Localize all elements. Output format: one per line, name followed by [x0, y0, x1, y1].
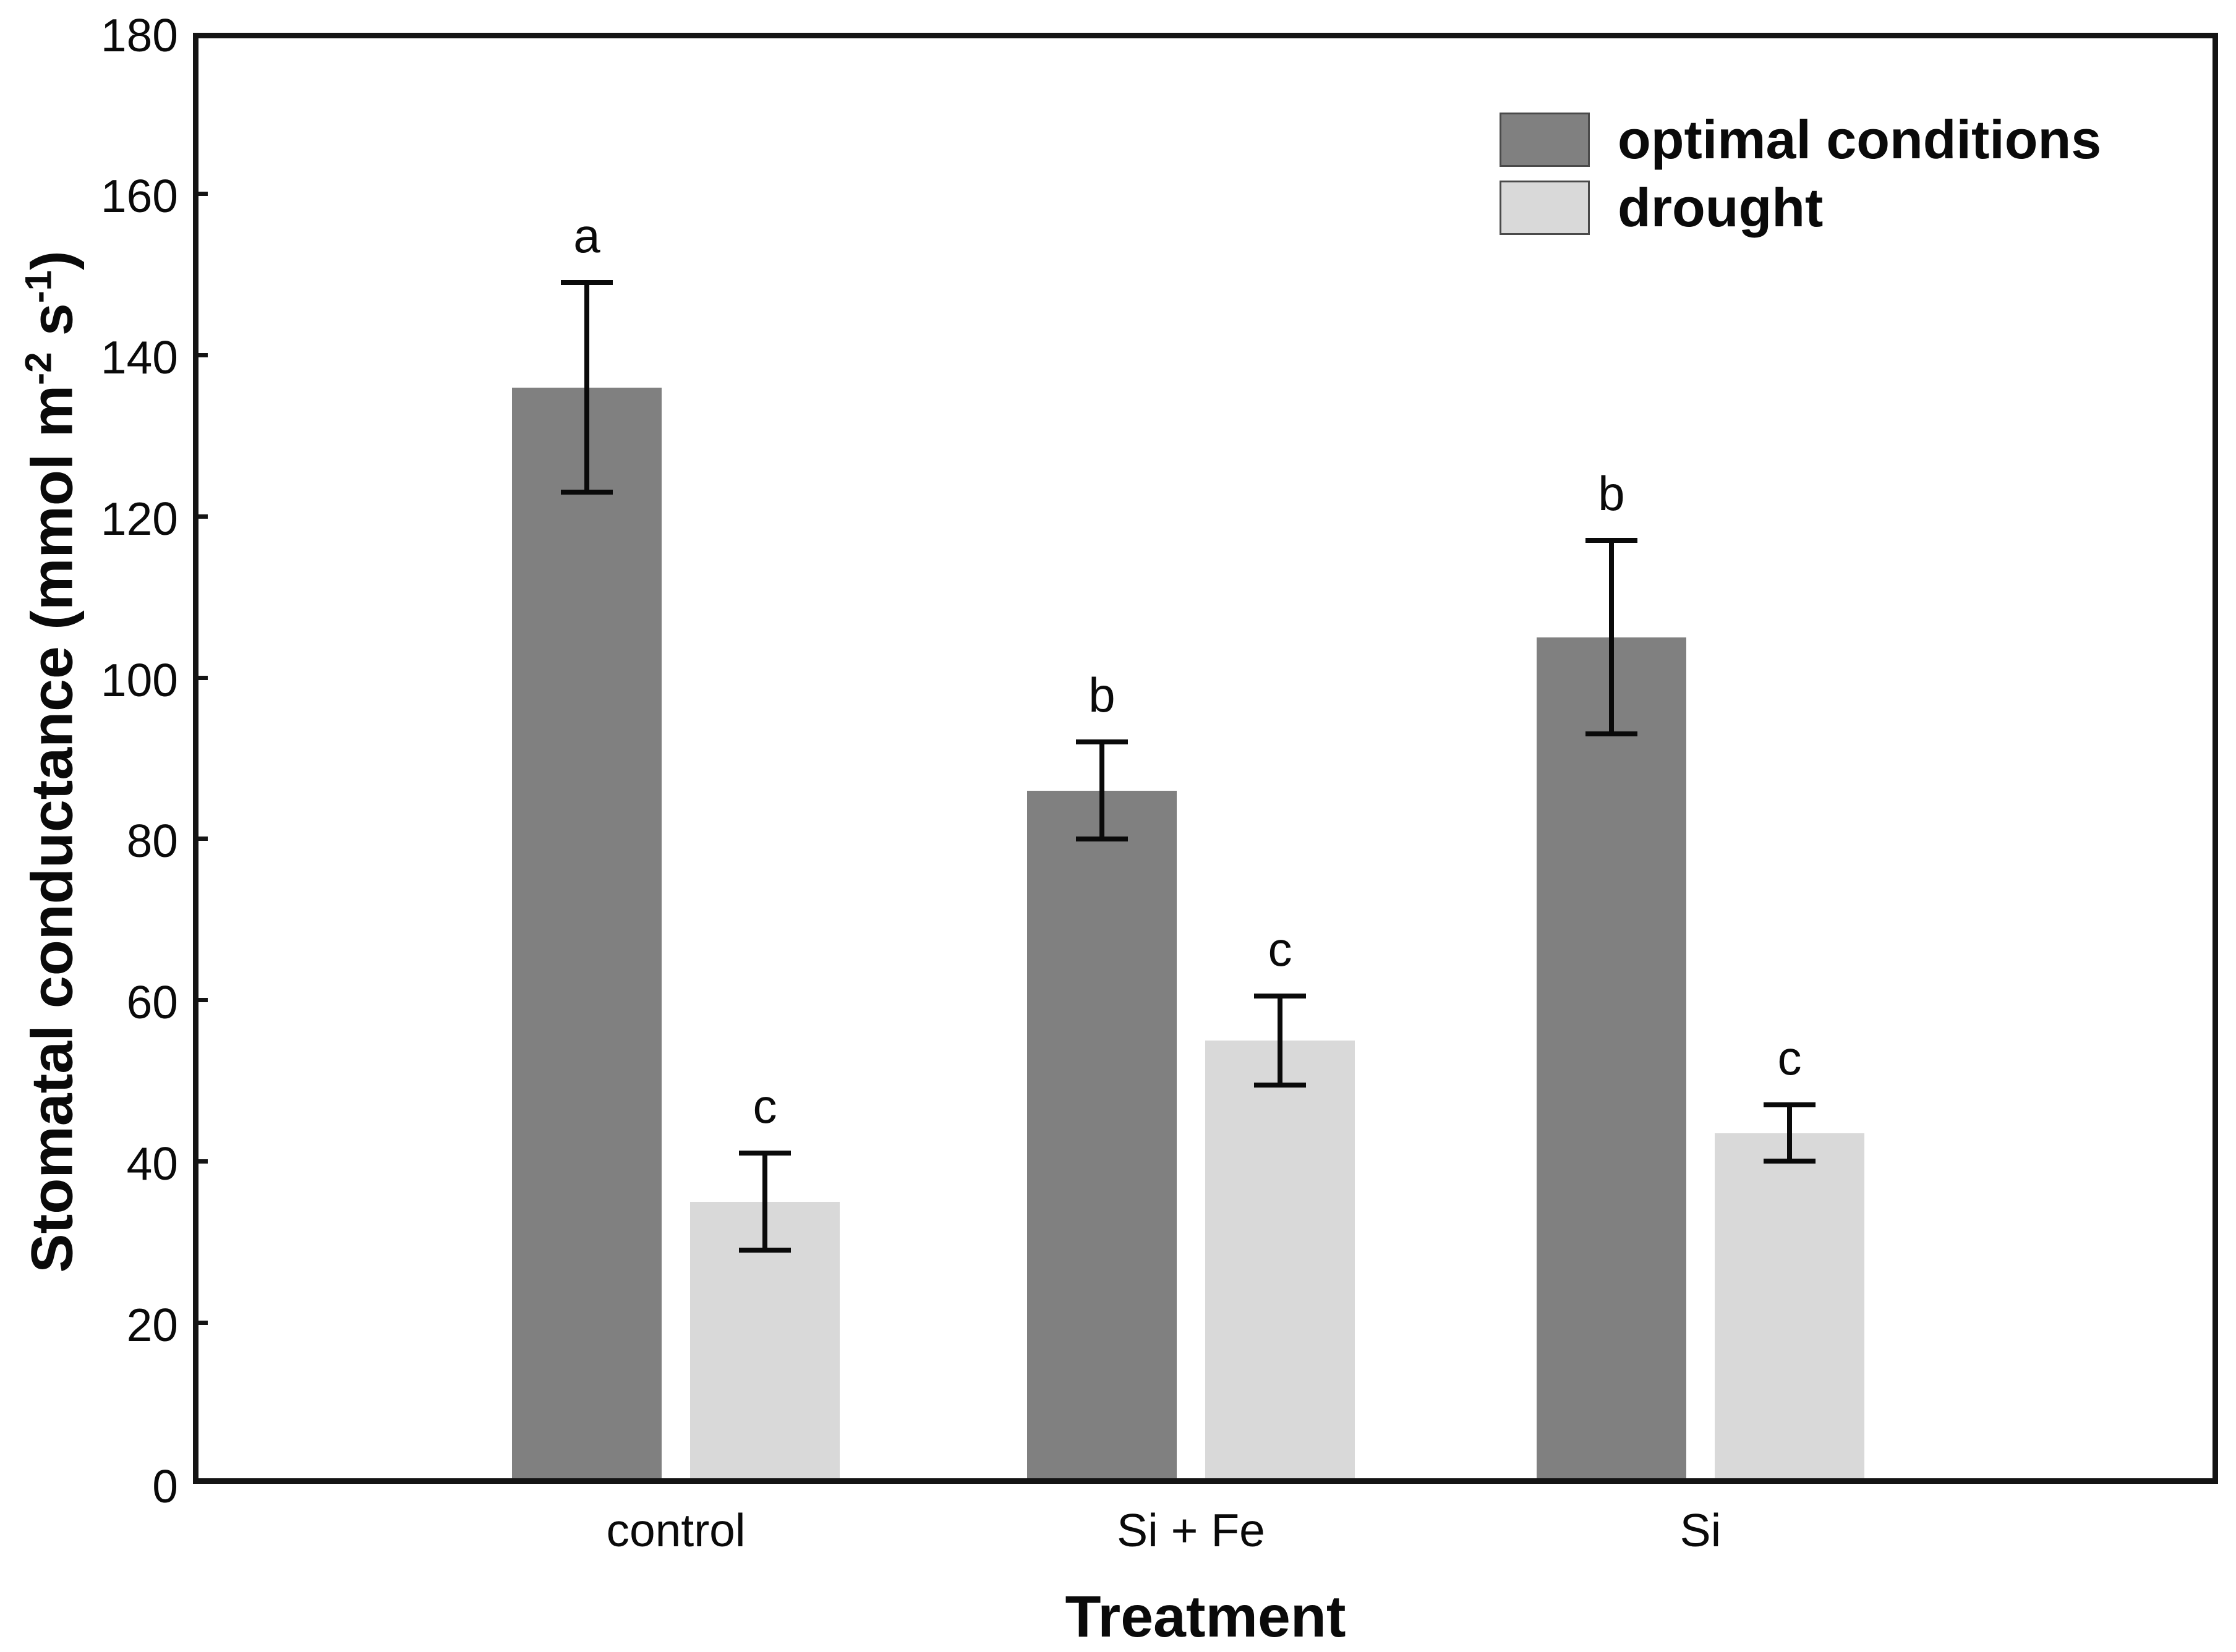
y-tick-label-80: 80 — [126, 815, 178, 867]
error-bar-drought-control-top-cap — [739, 1151, 791, 1156]
y-axis-title-text: ) — [19, 250, 85, 270]
error-bar-drought-si-fe-top-cap — [1254, 994, 1306, 999]
significance-letter-control-drought: c — [753, 1079, 777, 1134]
x-category-label-control: control — [606, 1504, 746, 1556]
y-tick-label-160: 160 — [100, 170, 178, 223]
error-bar-optimal-conditions-si-top-cap — [1585, 538, 1637, 543]
bar-drought-si — [1715, 1133, 1864, 1484]
y-tick-label-60: 60 — [126, 976, 178, 1029]
bar-drought-si-fe — [1205, 1040, 1355, 1484]
y-tick-label-180: 180 — [100, 9, 178, 61]
x-axis-title: Treatment — [1065, 1584, 1346, 1650]
y-tick-60 — [193, 998, 208, 1003]
significance-letter-si-fe-optimal-conditions: b — [1088, 668, 1116, 723]
y-axis-title: Stomatal conductance (mmol m-2 s-1) — [18, 250, 85, 1273]
bar-optimal-conditions-si-fe — [1027, 790, 1177, 1484]
x-category-label-si: Si — [1679, 1504, 1722, 1556]
significance-letter-si-drought: c — [1777, 1031, 1802, 1086]
y-tick-120 — [193, 514, 208, 519]
legend-item-drought: drought — [1500, 181, 1823, 235]
error-bar-optimal-conditions-si-stem — [1609, 540, 1614, 734]
error-bar-optimal-conditions-control-bottom-cap — [561, 490, 613, 495]
error-bar-drought-si-stem — [1787, 1105, 1792, 1162]
y-axis-title-text: Stomatal conductance (mmol m — [19, 385, 85, 1273]
y-tick-label-0: 0 — [152, 1460, 178, 1512]
legend-label: drought — [1618, 177, 1824, 238]
y-tick-label-40: 40 — [126, 1137, 178, 1190]
error-bar-drought-control-stem — [762, 1153, 767, 1250]
error-bar-drought-si-top-cap — [1764, 1102, 1816, 1108]
bar-optimal-conditions-control — [512, 387, 662, 1484]
legend-item-optimal-conditions: optimal conditions — [1500, 113, 2101, 167]
y-tick-40 — [193, 1159, 208, 1164]
y-tick-label-120: 120 — [100, 492, 178, 545]
error-bar-optimal-conditions-control-stem — [584, 283, 589, 493]
y-axis-title-superscript: -2 — [17, 352, 59, 385]
y-tick-label-20: 20 — [126, 1298, 178, 1351]
error-bar-optimal-conditions-si-fe-top-cap — [1076, 739, 1128, 745]
significance-letter-si-optimal-conditions: b — [1598, 466, 1625, 521]
legend-swatch-drought — [1500, 181, 1590, 235]
significance-letter-control-optimal-conditions: a — [573, 208, 600, 263]
y-tick-label-140: 140 — [100, 331, 178, 384]
y-tick-80 — [193, 837, 208, 841]
error-bar-drought-si-fe-stem — [1278, 996, 1282, 1085]
bar-optimal-conditions-si — [1537, 637, 1686, 1484]
error-bar-drought-si-fe-bottom-cap — [1254, 1082, 1306, 1088]
legend-swatch-optimal-conditions — [1500, 113, 1590, 167]
y-tick-140 — [193, 353, 208, 358]
significance-letter-si-fe-drought: c — [1268, 922, 1292, 977]
y-tick-label-100: 100 — [100, 654, 178, 706]
error-bar-optimal-conditions-si-fe-bottom-cap — [1076, 836, 1128, 841]
legend-label: optimal conditions — [1618, 109, 2102, 170]
error-bar-optimal-conditions-si-fe-stem — [1099, 742, 1104, 839]
y-axis-title-text: s — [19, 302, 85, 352]
y-tick-100 — [193, 675, 208, 680]
y-tick-160 — [193, 192, 208, 197]
y-tick-20 — [193, 1320, 208, 1325]
error-bar-drought-control-bottom-cap — [739, 1247, 791, 1253]
error-bar-optimal-conditions-si-bottom-cap — [1585, 731, 1637, 737]
error-bar-drought-si-bottom-cap — [1764, 1159, 1816, 1164]
y-axis-title-superscript: -1 — [17, 270, 59, 303]
x-category-label-si-fe: Si + Fe — [1117, 1504, 1265, 1556]
error-bar-optimal-conditions-control-top-cap — [561, 280, 613, 286]
